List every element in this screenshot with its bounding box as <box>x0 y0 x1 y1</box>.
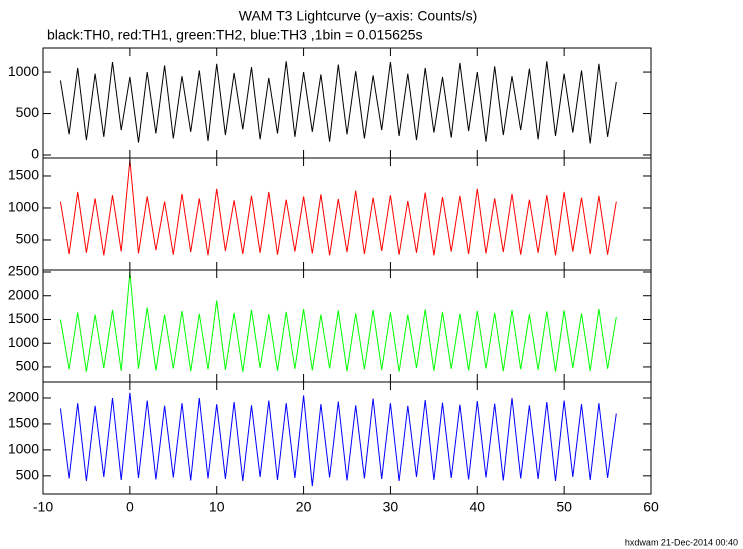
light-curve <box>59 159 617 256</box>
x-tick-label: 60 <box>643 499 659 515</box>
y-tick-label: 0 <box>31 146 39 162</box>
y-tick-label: 2000 <box>8 286 39 302</box>
y-tick-label: 1500 <box>8 167 39 183</box>
panel-frame <box>42 157 652 271</box>
y-tick-label: 1000 <box>8 63 39 79</box>
x-tick-label: -10 <box>33 499 53 515</box>
x-tick-label: 10 <box>209 499 225 515</box>
y-tick-label: 1000 <box>8 199 39 215</box>
light-curve <box>59 392 617 487</box>
y-tick-label: 2500 <box>8 263 39 279</box>
x-tick-label: 30 <box>383 499 399 515</box>
y-tick-label: 1000 <box>8 334 39 350</box>
y-tick-label: 1500 <box>8 415 39 431</box>
x-tick-label: 40 <box>469 499 485 515</box>
y-tick-label: 500 <box>16 358 40 374</box>
panel-frame <box>42 381 652 495</box>
y-tick-label: 500 <box>16 231 40 247</box>
footer: hxdwam 21-Dec-2014 00:40 <box>625 537 738 547</box>
light-curve <box>59 61 617 144</box>
chart-title: WAM T3 Lightcurve (y−axis: Counts/s) <box>239 8 477 24</box>
light-curve <box>59 271 617 372</box>
y-tick-label: 1000 <box>8 441 39 457</box>
y-tick-label: 2000 <box>8 389 39 405</box>
x-tick-label: 0 <box>126 499 134 515</box>
chart-subtitle: black:TH0, red:TH1, green:TH2, blue:TH3 … <box>47 27 422 43</box>
y-tick-label: 500 <box>16 104 40 120</box>
x-tick-label: 20 <box>296 499 312 515</box>
y-tick-label: 500 <box>16 467 40 483</box>
y-tick-label: 1500 <box>8 310 39 326</box>
x-tick-label: 50 <box>556 499 572 515</box>
